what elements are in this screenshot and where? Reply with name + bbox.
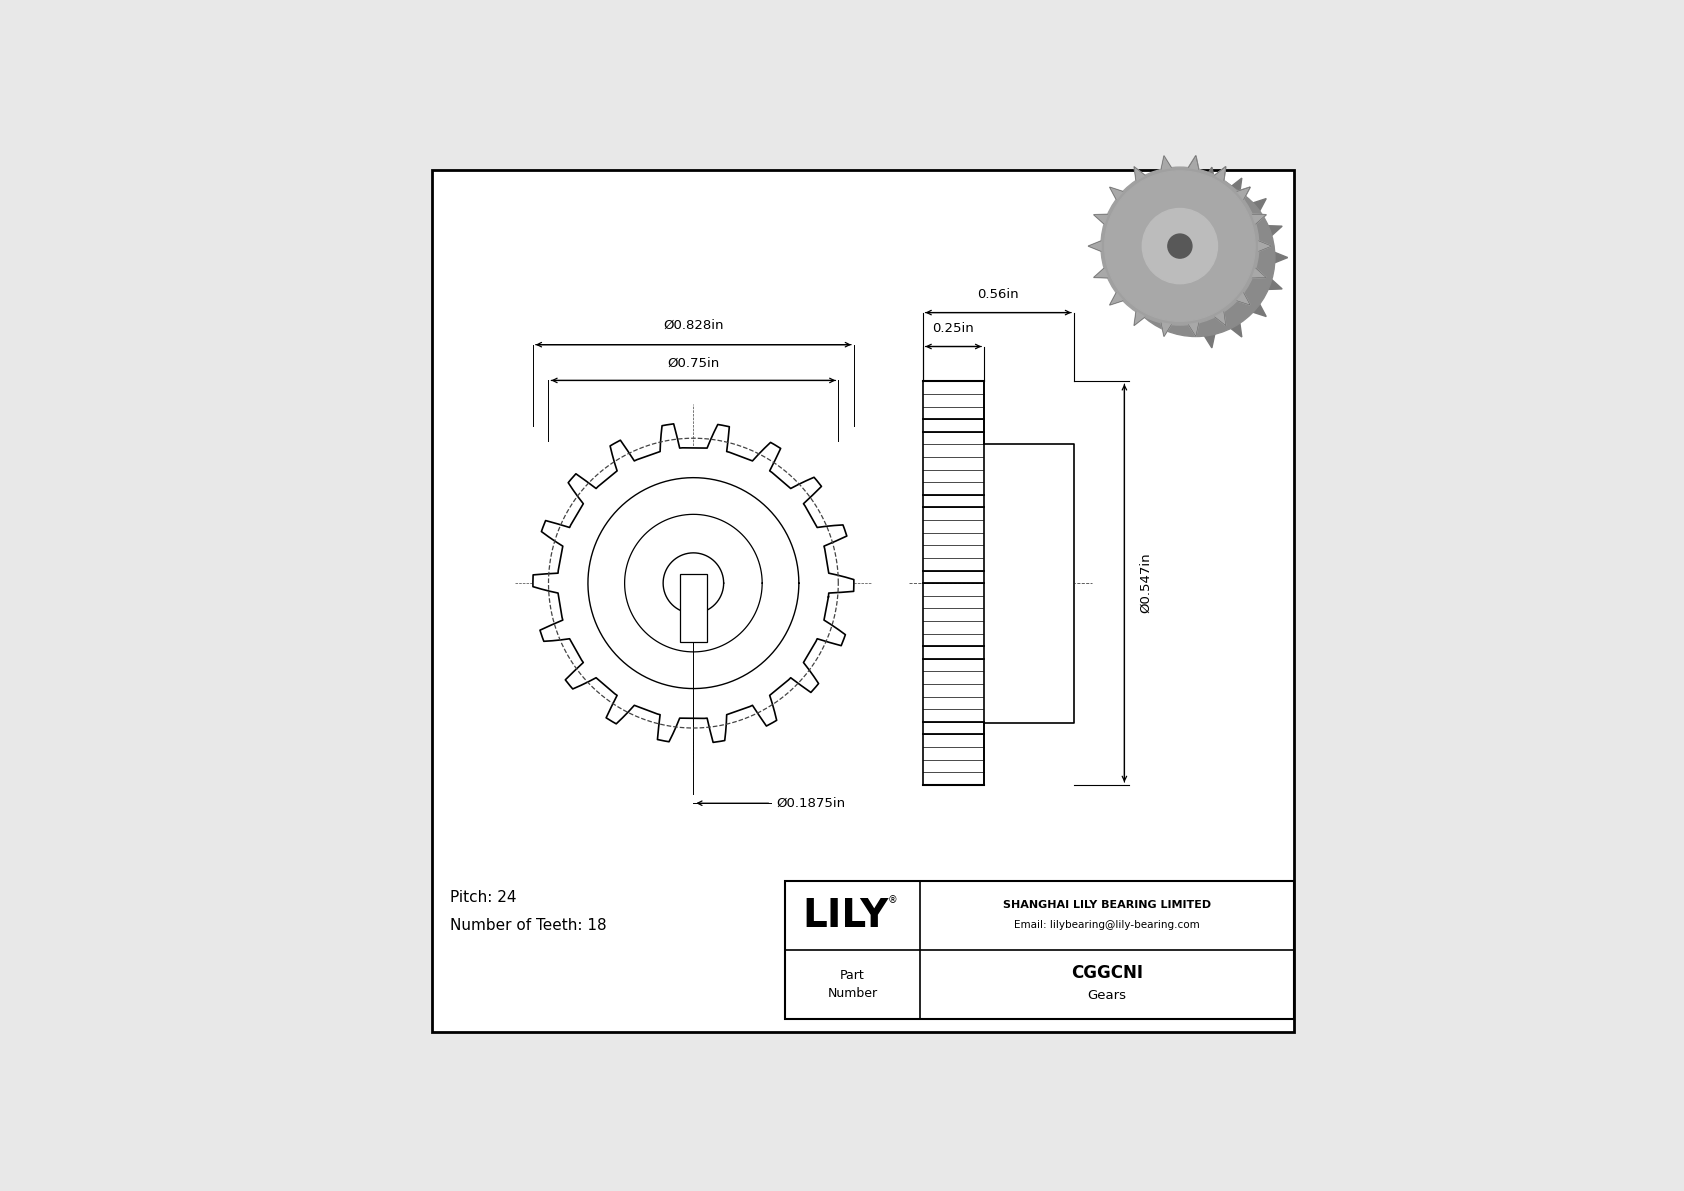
Circle shape	[1142, 208, 1218, 283]
Polygon shape	[1160, 323, 1172, 336]
Polygon shape	[532, 424, 854, 742]
Polygon shape	[1110, 293, 1123, 305]
Text: Gears: Gears	[1088, 989, 1127, 1002]
Polygon shape	[1236, 187, 1266, 211]
Polygon shape	[1093, 214, 1108, 224]
Polygon shape	[1133, 312, 1145, 325]
Polygon shape	[1214, 167, 1226, 181]
Circle shape	[1169, 235, 1192, 258]
Text: Ø0.828in: Ø0.828in	[663, 319, 724, 332]
Text: Email: lilybearing@lily-bearing.com: Email: lilybearing@lily-bearing.com	[1014, 919, 1201, 930]
Polygon shape	[1189, 156, 1199, 169]
Text: CGGCNI: CGGCNI	[1071, 965, 1143, 983]
Text: Ø0.75in: Ø0.75in	[667, 356, 719, 369]
Polygon shape	[1214, 167, 1241, 192]
Polygon shape	[1110, 187, 1123, 199]
Circle shape	[1167, 233, 1192, 260]
Circle shape	[1116, 179, 1275, 337]
Polygon shape	[1253, 214, 1282, 236]
Polygon shape	[1253, 268, 1266, 278]
Polygon shape	[1088, 241, 1101, 251]
Polygon shape	[1214, 312, 1241, 337]
Polygon shape	[1253, 268, 1282, 289]
Circle shape	[1140, 207, 1219, 285]
Bar	[785, 881, 1293, 1018]
Polygon shape	[1214, 312, 1226, 325]
Circle shape	[1101, 167, 1260, 325]
Polygon shape	[1258, 241, 1271, 251]
Text: LILY: LILY	[802, 897, 889, 935]
Polygon shape	[1258, 241, 1288, 263]
Text: Ø0.1875in: Ø0.1875in	[776, 797, 845, 810]
Text: Pitch: 24: Pitch: 24	[450, 891, 517, 905]
Polygon shape	[1093, 268, 1108, 278]
Polygon shape	[1236, 187, 1250, 199]
Polygon shape	[1236, 293, 1266, 317]
Polygon shape	[1189, 323, 1214, 348]
Circle shape	[1105, 170, 1255, 322]
Polygon shape	[1189, 156, 1214, 181]
Text: Part
Number: Part Number	[827, 968, 877, 999]
Text: Ø0.547in: Ø0.547in	[1138, 553, 1152, 613]
Bar	[923, 381, 1074, 785]
Polygon shape	[1236, 293, 1250, 305]
Bar	[983, 444, 1074, 723]
Polygon shape	[1160, 156, 1172, 169]
Polygon shape	[1133, 167, 1145, 181]
Polygon shape	[1253, 214, 1266, 224]
Text: 0.56in: 0.56in	[977, 288, 1019, 300]
Text: SHANGHAI LILY BEARING LIMITED: SHANGHAI LILY BEARING LIMITED	[1004, 899, 1211, 910]
Polygon shape	[1189, 323, 1199, 336]
Bar	[680, 574, 707, 642]
Text: ®: ®	[887, 896, 898, 905]
Text: Number of Teeth: 18: Number of Teeth: 18	[450, 918, 606, 933]
Text: 0.25in: 0.25in	[933, 322, 975, 335]
